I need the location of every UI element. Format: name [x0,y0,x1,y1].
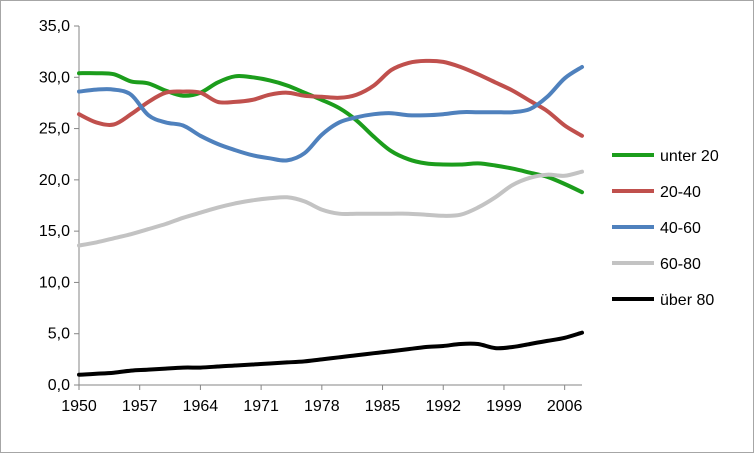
legend-label: 60-80 [660,256,701,273]
series-line-60-80 [77,169,584,248]
x-tick-label: 1950 [61,398,97,415]
x-tick-label: 1985 [365,398,401,415]
legend-label: 20-40 [660,184,701,201]
x-tick-label: 2006 [547,398,583,415]
y-tick-label: 0,0 [48,377,70,394]
y-tick-label: 30,0 [39,69,70,86]
y-tick-label: 10,0 [39,274,70,291]
x-tick-label: 1964 [183,398,219,415]
legend: unter 20 20-40 40-60 60-80 über 80 [612,148,719,309]
y-tick-label: 25,0 [39,121,70,138]
series-lines [77,58,584,377]
series-line-ber-80 [77,330,584,377]
y-tick-label: 5,0 [48,326,70,343]
y-tick-label: 15,0 [39,223,70,240]
legend-label: 40-60 [660,220,701,237]
legend-label: über 80 [660,292,714,309]
series-line-20-40 [77,58,584,138]
x-tick-label: 1999 [486,398,522,415]
legend-label: unter 20 [660,148,719,165]
x-axis-ticks: 1950 1957 1964 1971 1978 1985 1992 1999 2006 [61,385,583,415]
y-tick-label: 35,0 [39,18,70,35]
axes [78,26,582,386]
x-tick-label: 1978 [304,398,340,415]
series-line-unter-20 [77,71,584,195]
x-tick-label: 1957 [122,398,158,415]
x-tick-label: 1971 [243,398,279,415]
x-tick-label: 1992 [425,398,461,415]
y-axis-ticks: 0,0 5,0 10,0 15,0 20,0 25,0 30,0 35,0 [39,18,79,394]
y-tick-label: 20,0 [39,172,70,189]
series-line-40-60 [77,65,584,163]
